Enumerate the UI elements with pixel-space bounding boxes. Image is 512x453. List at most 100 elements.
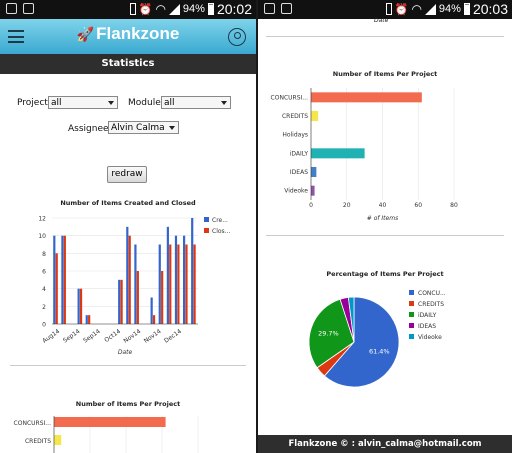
chart2-title: Number of Items Per Project xyxy=(75,400,181,408)
project-select[interactable]: all xyxy=(48,96,118,109)
notification-icon xyxy=(264,3,275,14)
project-select-value: all xyxy=(51,98,62,108)
chevron-down-icon xyxy=(221,101,227,105)
x-tick-label: Sep14 xyxy=(62,328,82,345)
legend-label: iDAILY xyxy=(418,312,437,319)
legend-swatch xyxy=(409,301,414,306)
divider xyxy=(266,36,504,37)
assignee-select-value: Alvin Calma xyxy=(111,123,165,133)
app-logo: 🚀 Flankzone xyxy=(0,24,256,44)
bar-created xyxy=(85,315,88,324)
divider xyxy=(266,235,504,236)
y-tick-label: 2 xyxy=(42,304,46,311)
bar-created xyxy=(61,235,64,324)
y-tick-label: 10 xyxy=(38,233,46,240)
x-tick-label: Aug14 xyxy=(41,328,61,345)
y-tick-label: 4 xyxy=(42,286,46,293)
y-tick-label: 12 xyxy=(38,216,46,223)
status-bar: ⏰ ◠ 94% 20:03 xyxy=(258,0,512,19)
y-tick-label: CREDITS xyxy=(25,438,51,445)
right-screen: ⏰ ◠ 94% 20:03 Date Number of Items Per P… xyxy=(258,0,512,453)
chart1-title: Number of Items Created and Closed xyxy=(60,199,196,207)
x-tick-label: Dec14 xyxy=(163,328,183,345)
bar xyxy=(311,92,422,103)
assignee-label: Assignee: xyxy=(68,124,112,134)
bar-closed xyxy=(55,253,58,324)
legend-label: IDEAS xyxy=(418,323,436,330)
chevron-down-icon xyxy=(108,101,114,105)
bar-closed xyxy=(161,271,164,324)
x-tick-label: Nov14 xyxy=(143,328,163,345)
menu-icon[interactable] xyxy=(8,30,24,43)
project-label: Project: xyxy=(17,98,51,108)
legend-label: Cre... xyxy=(212,217,228,224)
bar-created xyxy=(77,288,80,324)
y-tick-label: CREDITS xyxy=(282,113,308,120)
legend-swatch xyxy=(409,323,414,328)
bar-closed xyxy=(136,271,139,324)
bar-chart-title: Number of Items Per Project xyxy=(332,70,438,78)
x-tick-label: Nov14 xyxy=(122,328,142,345)
bar-created xyxy=(166,226,169,324)
legend-swatch xyxy=(409,290,414,295)
x-axis-title: # of Items xyxy=(367,215,398,222)
module-select-value: all xyxy=(164,98,175,108)
slice-label: 29.7% xyxy=(318,329,339,337)
wifi-icon: ◠ xyxy=(155,2,166,16)
assignee-select[interactable]: Alvin Calma xyxy=(108,121,179,134)
y-tick-label: 8 xyxy=(42,251,46,258)
items-per-project-chart: 0 20 40 60 80 CONCURSI... CREDITS Holidays iDAIL… xyxy=(271,88,458,222)
bar xyxy=(311,167,317,177)
x-tick-label: 80 xyxy=(450,202,458,209)
bar-closed xyxy=(193,244,196,324)
vibrate-icon xyxy=(385,3,392,15)
bar-created xyxy=(191,218,194,324)
slice-label: 61.4% xyxy=(369,347,390,355)
bar-closed xyxy=(88,315,91,324)
pie-slice xyxy=(323,296,400,388)
legend-swatch xyxy=(204,228,209,233)
vibrate-icon xyxy=(129,3,136,15)
y-tick-label: CONCURSI... xyxy=(271,94,309,101)
x-tick-label: 20 xyxy=(343,202,351,209)
status-time: 20:03 xyxy=(472,1,508,17)
bar-closed xyxy=(79,288,83,324)
legend-swatch xyxy=(409,312,414,317)
left-screen: ⏰ ◠ 94% 20:02 🚀 Flankzone Statistics Proj… xyxy=(0,0,256,453)
pie-slice xyxy=(308,298,355,369)
notification-icon xyxy=(6,3,17,14)
date-axis-label: Date xyxy=(374,17,389,24)
footer: Flankzone © : alvin_calma@hotmail.com xyxy=(258,435,512,453)
redraw-button[interactable]: redraw xyxy=(107,166,147,183)
status-bar: ⏰ ◠ 94% 20:02 xyxy=(0,0,256,19)
pie-slice xyxy=(347,296,355,343)
alarm-icon: ⏰ xyxy=(138,3,153,16)
legend-label: Videoke xyxy=(418,334,442,341)
y-tick-label: Holidays xyxy=(282,132,308,139)
y-tick-label: Videoke xyxy=(284,188,308,195)
signal-icon xyxy=(168,3,180,15)
bar-created xyxy=(158,244,161,324)
module-select[interactable]: all xyxy=(161,96,231,109)
module-label: Module: xyxy=(128,98,164,108)
items-per-project-chart-partial: CONCURSI... CREDITS xyxy=(14,416,199,453)
percentage-per-project-pie: 61.4% 29.7% CONCU... CREDITS iDAILY IDEAS Vide… xyxy=(308,290,446,388)
bar xyxy=(311,185,315,196)
chevron-down-icon xyxy=(169,126,175,130)
status-time: 20:02 xyxy=(216,1,252,17)
bar-closed xyxy=(63,235,66,324)
rocket-icon: 🚀 xyxy=(76,26,95,42)
battery-percent: 94% xyxy=(182,3,205,15)
bar xyxy=(54,435,62,445)
legend-swatch xyxy=(204,217,209,222)
bar-closed xyxy=(185,244,188,324)
divider xyxy=(10,365,246,366)
y-tick-label: IDEAS xyxy=(290,169,308,176)
y-tick-label: 0 xyxy=(42,322,46,329)
bar-closed xyxy=(152,315,156,324)
bar-created xyxy=(118,279,121,324)
signal-icon xyxy=(424,3,436,15)
bar-created xyxy=(134,244,137,324)
profile-icon[interactable] xyxy=(228,28,246,46)
